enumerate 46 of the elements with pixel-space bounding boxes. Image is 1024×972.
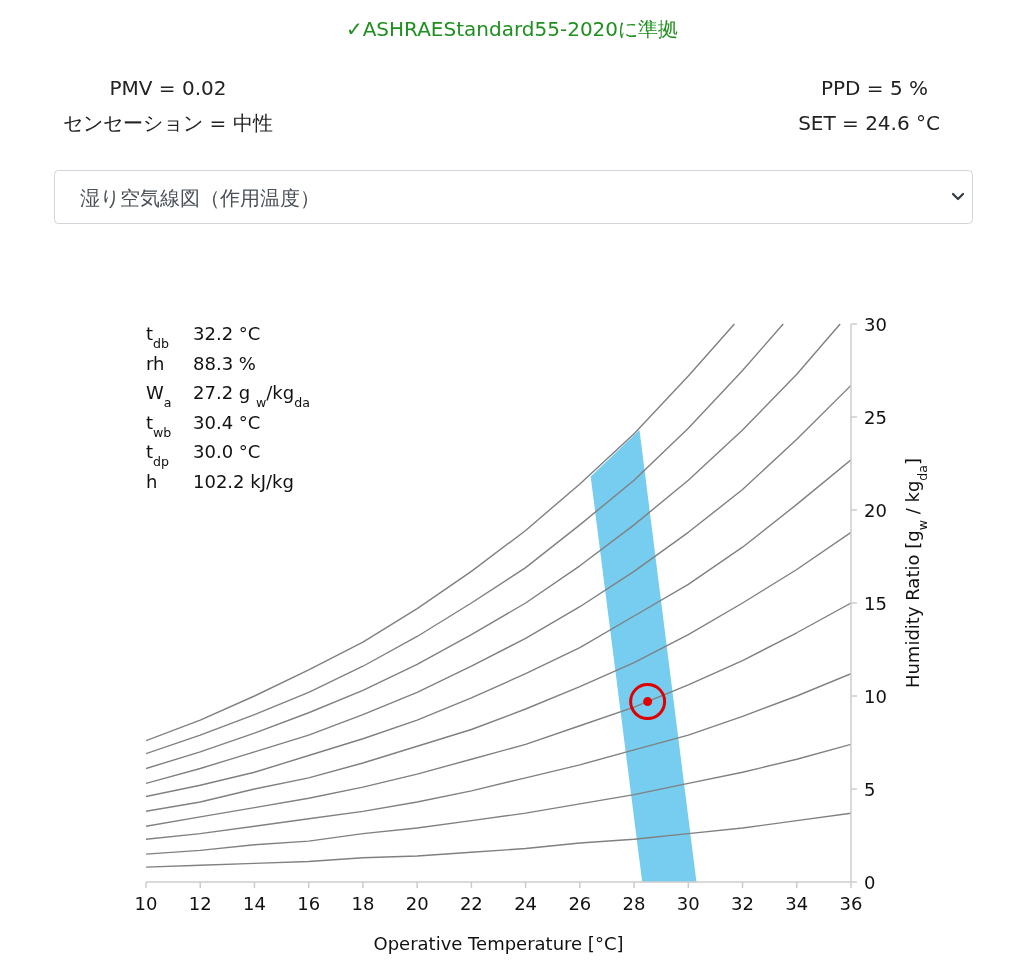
x-tick-label: 14: [243, 893, 266, 914]
annotation: 30.0 °C: [193, 441, 261, 463]
x-tick-label: 16: [297, 893, 321, 914]
annotation: W$_{a}$: [146, 382, 172, 410]
annotation: 88.3 %: [193, 352, 256, 374]
y-tick-label: 10: [864, 685, 887, 707]
x-tick-label: 36: [839, 893, 863, 914]
x-tick-label: 12: [188, 893, 212, 914]
line-series: [146, 531, 851, 813]
x-tick-label: 28: [622, 893, 646, 914]
annotation: t$_{dp}$: [146, 441, 170, 469]
y-tick-label: 20: [864, 499, 887, 521]
annotation: 32.2 °C: [193, 323, 261, 344]
line-series: [146, 672, 851, 840]
line-series: [146, 743, 851, 855]
annotation: h: [146, 471, 158, 492]
annotation: 30.4 °C: [193, 411, 261, 433]
x-tick-label: 34: [785, 893, 809, 914]
y-tick-label: 30: [864, 313, 887, 335]
y-tick-label: 15: [864, 592, 887, 614]
x-tick-label: 10: [134, 893, 158, 914]
x-tick-label: 22: [459, 893, 483, 914]
x-tick-label: 18: [351, 893, 375, 914]
x-tick-label: 30: [676, 893, 700, 914]
line-series: [146, 384, 851, 785]
chart-subtitle: 湿り空気線図（作用温度）: [80, 186, 320, 210]
annotation: t$_{wb}$: [146, 411, 172, 440]
chart-title: ✓ASHRAEStandard55-2020に準拠: [345, 17, 679, 41]
line-series: [146, 812, 851, 868]
y-tick-label: 5: [864, 778, 876, 800]
x-tick-label: 32: [731, 893, 754, 914]
y-tick-label: 25: [864, 406, 887, 428]
annotation: 27.2 g $_{w}$/kg$_{da}$: [193, 382, 310, 410]
text: センセーション = 中性: [63, 111, 273, 135]
annotation: t$_{db}$: [146, 323, 170, 351]
text: PMV = 0.02: [109, 76, 227, 100]
x-axis-title: Operative Temperature [°C]: [373, 933, 624, 954]
y-tick-label: 0: [864, 871, 876, 893]
line-series: [146, 602, 851, 827]
x-tick-label: 26: [568, 893, 592, 914]
x-tick-label: 20: [405, 893, 429, 914]
annotation: 102.2 kJ/kg: [193, 471, 294, 492]
text: SET = 24.6 °C: [798, 111, 940, 135]
text: PPD = 5 %: [820, 76, 928, 100]
annotation: rh: [146, 352, 165, 374]
x-tick-label: 24: [514, 893, 538, 914]
